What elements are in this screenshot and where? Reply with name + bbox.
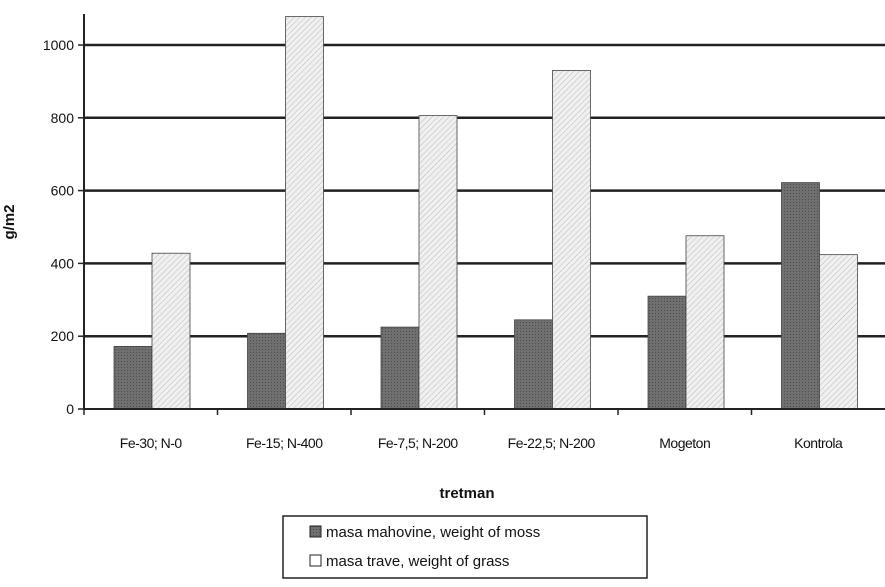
y-tick-label: 400 [51, 255, 75, 271]
x-category-label: Kontrola [794, 435, 843, 451]
legend-label-moss: masa mahovine, weight of moss [326, 524, 540, 541]
bar-grass [819, 254, 858, 410]
x-category-label: Fe-7,5; N-200 [378, 435, 459, 451]
bar-grass [685, 235, 725, 410]
legend-label-grass: masa trave, weight of grass [326, 553, 509, 570]
bar-grass [151, 252, 191, 410]
legend: masa mahovine, weight of moss masa trave… [282, 515, 648, 579]
legend-swatch-moss [309, 525, 322, 538]
y-tick-label: 200 [51, 328, 75, 344]
axes [83, 14, 885, 415]
y-axis-title: g/m2 [1, 204, 18, 239]
bar-moss [247, 332, 286, 410]
legend-swatch-grass [309, 554, 322, 567]
x-category-labels: Fe-30; N-0 Fe-15; N-400 Fe-7,5; N-200 Fe-22… [120, 435, 844, 451]
y-tick-label: 600 [51, 183, 75, 199]
y-tick-label: 0 [66, 401, 74, 417]
x-category-label: Fe-22,5; N-200 [508, 435, 596, 451]
x-category-label: Fe-30; N-0 [120, 435, 183, 451]
bar-grass [552, 70, 591, 410]
x-category-label: Fe-15; N-400 [246, 435, 323, 451]
bars [113, 16, 858, 410]
x-category-label: Mogeton [659, 435, 710, 451]
bar-grass [285, 16, 324, 410]
bar-moss [113, 345, 153, 410]
y-tick-label: 800 [51, 110, 75, 126]
legend-box [282, 515, 648, 579]
bar-grass [418, 115, 458, 410]
y-tick-labels: 0 200 400 600 800 1000 [43, 37, 84, 417]
y-tick-label: 1000 [43, 37, 74, 53]
bar-moss [647, 295, 687, 410]
bar-moss [781, 182, 820, 410]
bar-moss [514, 319, 553, 410]
x-axis-title: tretman [439, 485, 494, 502]
grid-lines [84, 43, 885, 338]
bar-moss [380, 326, 420, 410]
